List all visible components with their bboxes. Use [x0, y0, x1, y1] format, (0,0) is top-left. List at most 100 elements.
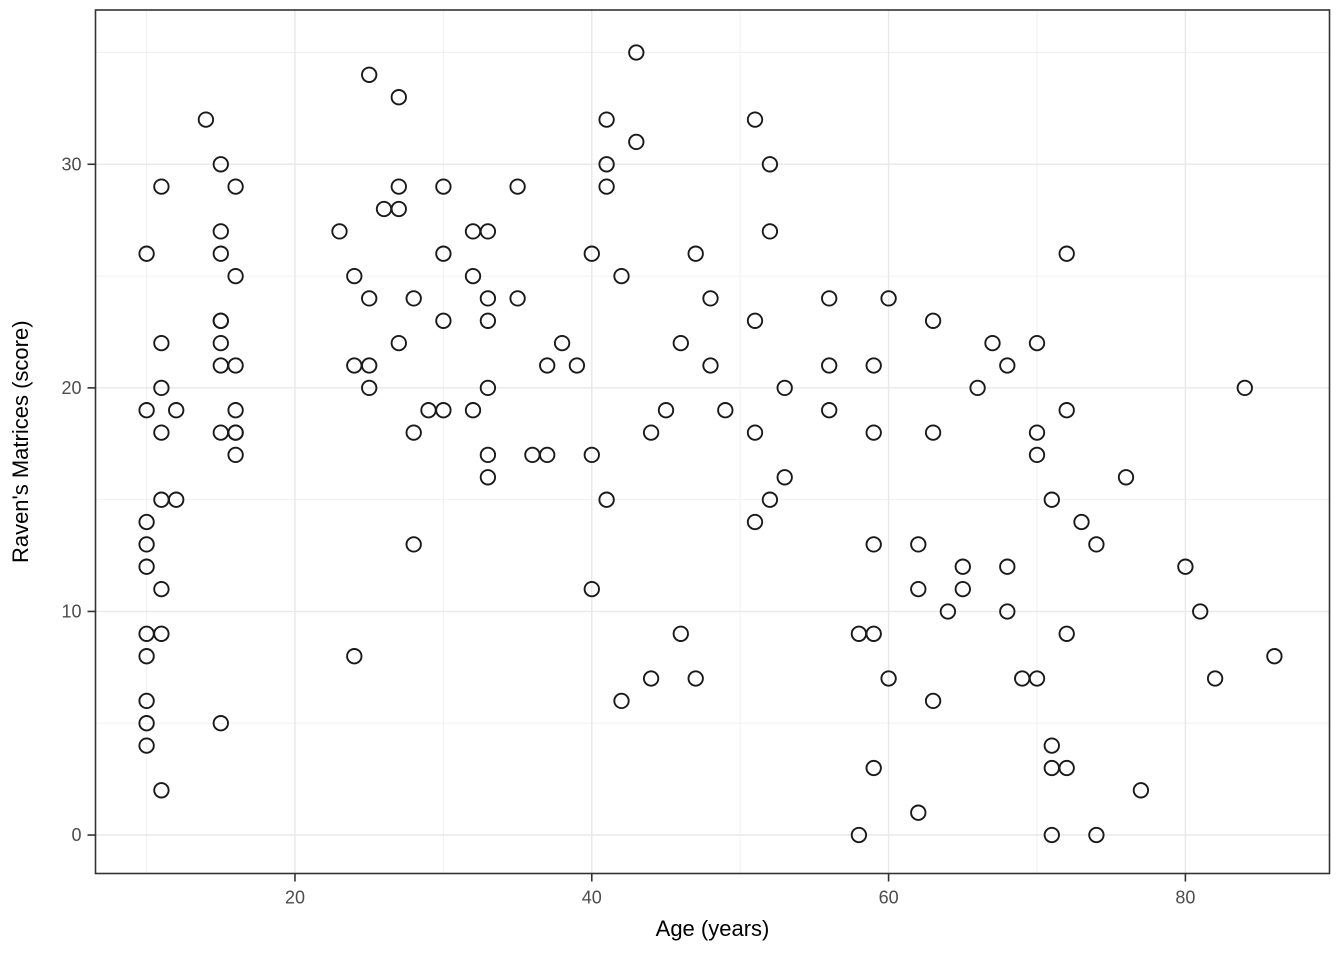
data-point — [435, 402, 452, 419]
data-point — [821, 290, 838, 307]
data-point — [746, 111, 764, 128]
data-point — [1028, 670, 1046, 687]
data-point — [761, 156, 779, 173]
y-tick-label: 30 — [61, 154, 81, 174]
data-point — [361, 379, 378, 397]
data-point — [954, 558, 971, 575]
data-point — [361, 290, 378, 307]
x-tick-label: 40 — [582, 888, 602, 908]
data-point — [212, 357, 229, 374]
data-point — [212, 156, 229, 173]
data-point — [479, 312, 497, 329]
data-point — [1058, 625, 1075, 642]
points-layer — [138, 44, 1283, 844]
data-point — [865, 357, 882, 374]
data-point — [405, 290, 422, 307]
data-point — [212, 245, 229, 262]
data-point — [598, 156, 615, 173]
data-point — [657, 402, 675, 419]
data-point — [1014, 670, 1031, 687]
data-point — [1058, 759, 1075, 777]
data-point — [1028, 334, 1046, 352]
data-point — [924, 424, 942, 441]
data-point — [539, 357, 556, 374]
data-point — [212, 424, 229, 441]
data-point — [776, 379, 793, 397]
data-point — [910, 536, 927, 553]
data-point — [821, 357, 838, 374]
data-point — [1043, 759, 1060, 777]
data-point — [1028, 424, 1046, 441]
data-point — [761, 491, 779, 508]
data-point — [227, 267, 244, 285]
data-point — [138, 737, 155, 754]
x-tick-label: 20 — [285, 888, 305, 908]
data-point — [405, 424, 422, 441]
data-point — [821, 402, 838, 419]
data-point — [1028, 446, 1046, 464]
data-point — [999, 603, 1016, 620]
y-axis-title: Raven's Matrices (score) — [8, 320, 33, 563]
data-point — [212, 223, 229, 240]
data-point — [717, 402, 734, 419]
data-point — [212, 334, 229, 352]
data-point — [568, 357, 586, 374]
data-point — [924, 312, 942, 329]
data-point — [153, 625, 170, 642]
data-point — [227, 357, 244, 374]
data-point — [138, 536, 155, 553]
data-point — [197, 111, 215, 128]
data-point — [880, 290, 897, 307]
data-point — [479, 446, 497, 464]
data-point — [642, 670, 660, 687]
data-point — [227, 424, 244, 441]
data-point — [138, 245, 155, 262]
data-point — [153, 580, 170, 598]
data-point — [746, 424, 764, 441]
grid-minor-layer — [95, 10, 1330, 874]
data-point — [524, 446, 541, 464]
data-point — [598, 491, 615, 508]
data-point — [1058, 245, 1075, 262]
data-point — [984, 334, 1001, 352]
data-point — [1177, 558, 1194, 575]
data-point — [642, 424, 660, 441]
data-point — [583, 580, 600, 598]
data-point — [702, 357, 719, 374]
data-point — [672, 334, 689, 352]
data-point — [153, 379, 170, 397]
grid-major-layer — [95, 10, 1330, 874]
data-point — [865, 536, 882, 553]
data-point — [331, 223, 348, 240]
data-point — [138, 648, 155, 665]
data-point — [1206, 670, 1224, 687]
data-point — [539, 446, 556, 464]
data-point — [1073, 513, 1090, 531]
data-point — [435, 178, 452, 195]
data-point — [924, 692, 942, 710]
data-point — [346, 648, 363, 665]
data-point — [227, 446, 244, 464]
data-point — [138, 558, 155, 575]
data-point — [346, 267, 363, 285]
tick-labels-layer: 20 40 60 80 0 10 20 30 — [61, 154, 1195, 907]
data-point — [375, 200, 393, 218]
data-point — [850, 625, 868, 642]
data-point — [613, 692, 630, 710]
data-point — [553, 334, 571, 352]
data-point — [761, 223, 779, 240]
data-point — [435, 312, 452, 329]
data-point — [479, 379, 497, 397]
data-point — [687, 670, 704, 687]
data-point — [464, 402, 482, 419]
data-point — [746, 312, 764, 329]
data-point — [153, 178, 170, 195]
data-point — [583, 245, 600, 262]
x-tick-label: 80 — [1175, 888, 1195, 908]
data-point — [390, 178, 407, 195]
data-point — [1043, 826, 1060, 844]
data-point — [168, 402, 185, 419]
data-point — [850, 826, 868, 844]
